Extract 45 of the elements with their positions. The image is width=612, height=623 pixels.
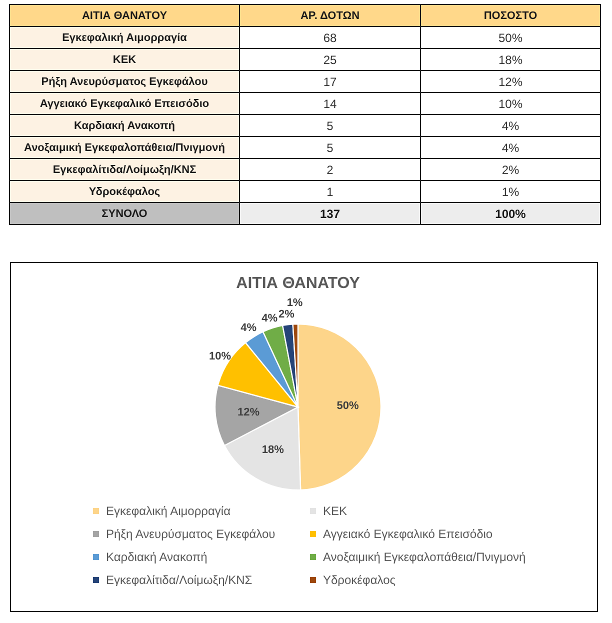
legend-label: Καρδιακή Ανακοπή <box>106 550 208 564</box>
text: 100% <box>495 206 526 220</box>
data-label: 14 <box>240 92 420 114</box>
data-label: 10% <box>208 350 232 362</box>
data-label: 4% <box>420 136 600 158</box>
text: ΑΡ. ΔΟΤΩΝ <box>240 4 420 26</box>
data-label: 4% <box>262 312 278 324</box>
data-label: 12% <box>237 406 260 418</box>
data-label: 25 <box>240 48 420 70</box>
data-label: 4% <box>240 322 257 334</box>
category-label: Αγγειακό Εγκεφαλικό Επεισόδιο <box>10 92 240 114</box>
data-label: 5 <box>240 136 420 158</box>
category-label: Καρδιακή Ανακοπή <box>10 114 240 136</box>
legend-label: Εγκεφαλική Αιμορραγία <box>106 504 231 518</box>
data-label: 2% <box>278 308 295 321</box>
category-label: Υδροκέφαλος <box>10 180 240 202</box>
text: ΑΙΤΙΑ ΘΑΝΑΤΟΥ <box>10 4 240 26</box>
data-label: 50% <box>336 400 360 412</box>
data-label: 2% <box>420 158 600 180</box>
legend-label: Ανοξαιμική Εγκεφαλοπάθεια/Πνιγμονή <box>323 550 526 564</box>
data-label: 1% <box>420 180 600 202</box>
category-label: Εγκεφαλική Αιμορραγία <box>10 26 240 48</box>
category-label: Ρήξη Ανευρύσματος Εγκεφάλου <box>10 70 240 92</box>
text: ΣΥΝΟΛΟ <box>10 202 240 224</box>
data-label: 12% <box>420 70 600 92</box>
category-label: Ανοξαιμική Εγκεφαλοπάθεια/Πνιγμονή <box>10 136 240 158</box>
data-label: 2 <box>240 158 420 180</box>
data-label: 4% <box>420 114 600 136</box>
category-label: Εγκεφαλίτιδα/Λοίμωξη/ΚΝΣ <box>10 158 240 180</box>
data-label: 68 <box>240 26 420 48</box>
legend-label: ΚΕΚ <box>323 504 348 518</box>
data-label: 1% <box>286 297 303 310</box>
data-label: 18% <box>262 444 284 456</box>
text: ΠΟΣΟΣΤΟ <box>420 4 600 26</box>
data-label: 18% <box>420 48 600 70</box>
chart-title: ΑΙΤΙΑ ΘΑΝΑΤΟΥ <box>236 275 360 292</box>
data-label: 1 <box>240 180 420 202</box>
data-label: 10% <box>420 92 600 114</box>
legend-label: Ρήξη Ανευρύσματος Εγκεφάλου <box>106 527 276 541</box>
text: 137 <box>320 206 340 220</box>
legend-label: Αγγειακό Εγκεφαλικό Επεισόδιο <box>323 527 493 541</box>
data-label: 50% <box>420 26 600 48</box>
category-label: ΚΕΚ <box>10 48 240 70</box>
data-label: 17 <box>240 70 420 92</box>
data-label: 5 <box>240 114 420 136</box>
